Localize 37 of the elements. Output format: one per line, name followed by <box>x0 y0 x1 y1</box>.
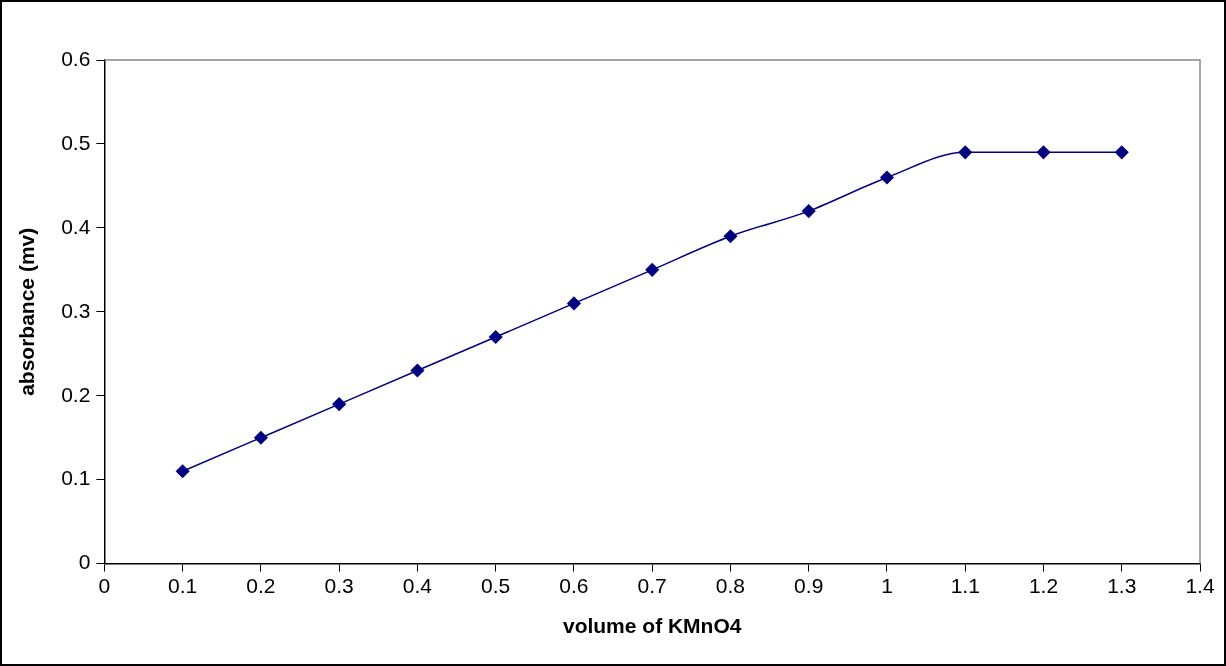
point <box>801 204 816 218</box>
y-tick-label: 0.1 <box>61 466 91 490</box>
x-tick-label: 1.3 <box>1107 574 1137 597</box>
x-tick-label: 0.1 <box>168 574 198 597</box>
point <box>1036 145 1051 160</box>
y-tick-label: 0.3 <box>61 298 91 322</box>
x-tick-label: 0.6 <box>559 574 589 597</box>
point <box>254 430 268 445</box>
y-tick-label: 0 <box>78 550 91 574</box>
x-tick-label: 0.4 <box>402 574 433 597</box>
y-tick-label: 0.2 <box>61 382 91 406</box>
x-tick-label: 0.3 <box>324 574 354 597</box>
x-tick-label: 1.2 <box>1028 574 1059 597</box>
point <box>175 464 190 479</box>
x-tick-label: 0.2 <box>246 574 276 597</box>
x-tick-label: 0 <box>98 574 111 597</box>
point <box>723 229 738 244</box>
y-tick-label: 0.5 <box>61 130 91 154</box>
point <box>880 170 894 185</box>
point <box>1114 145 1129 160</box>
point <box>645 263 659 277</box>
x-tick-label: 1.1 <box>950 574 980 597</box>
x-tick-label: 1.4 <box>1185 574 1215 597</box>
x-tick-label: 0.8 <box>715 574 746 597</box>
x-tick-label: 0.9 <box>794 574 824 597</box>
x-tick-label: 0.7 <box>637 574 667 597</box>
point <box>410 363 425 378</box>
y-axis-title: absorbance (mv) <box>15 227 39 396</box>
point <box>332 397 346 411</box>
point <box>958 145 972 160</box>
y-tick-label: 0.6 <box>61 46 91 70</box>
x-tick-label: 0.5 <box>481 574 511 597</box>
point <box>567 296 581 311</box>
point <box>488 330 503 344</box>
x-axis-title: volume of KMnO4 <box>562 614 742 638</box>
x-tick-label: 1 <box>881 574 893 597</box>
y-tick-label: 0.4 <box>61 214 91 238</box>
